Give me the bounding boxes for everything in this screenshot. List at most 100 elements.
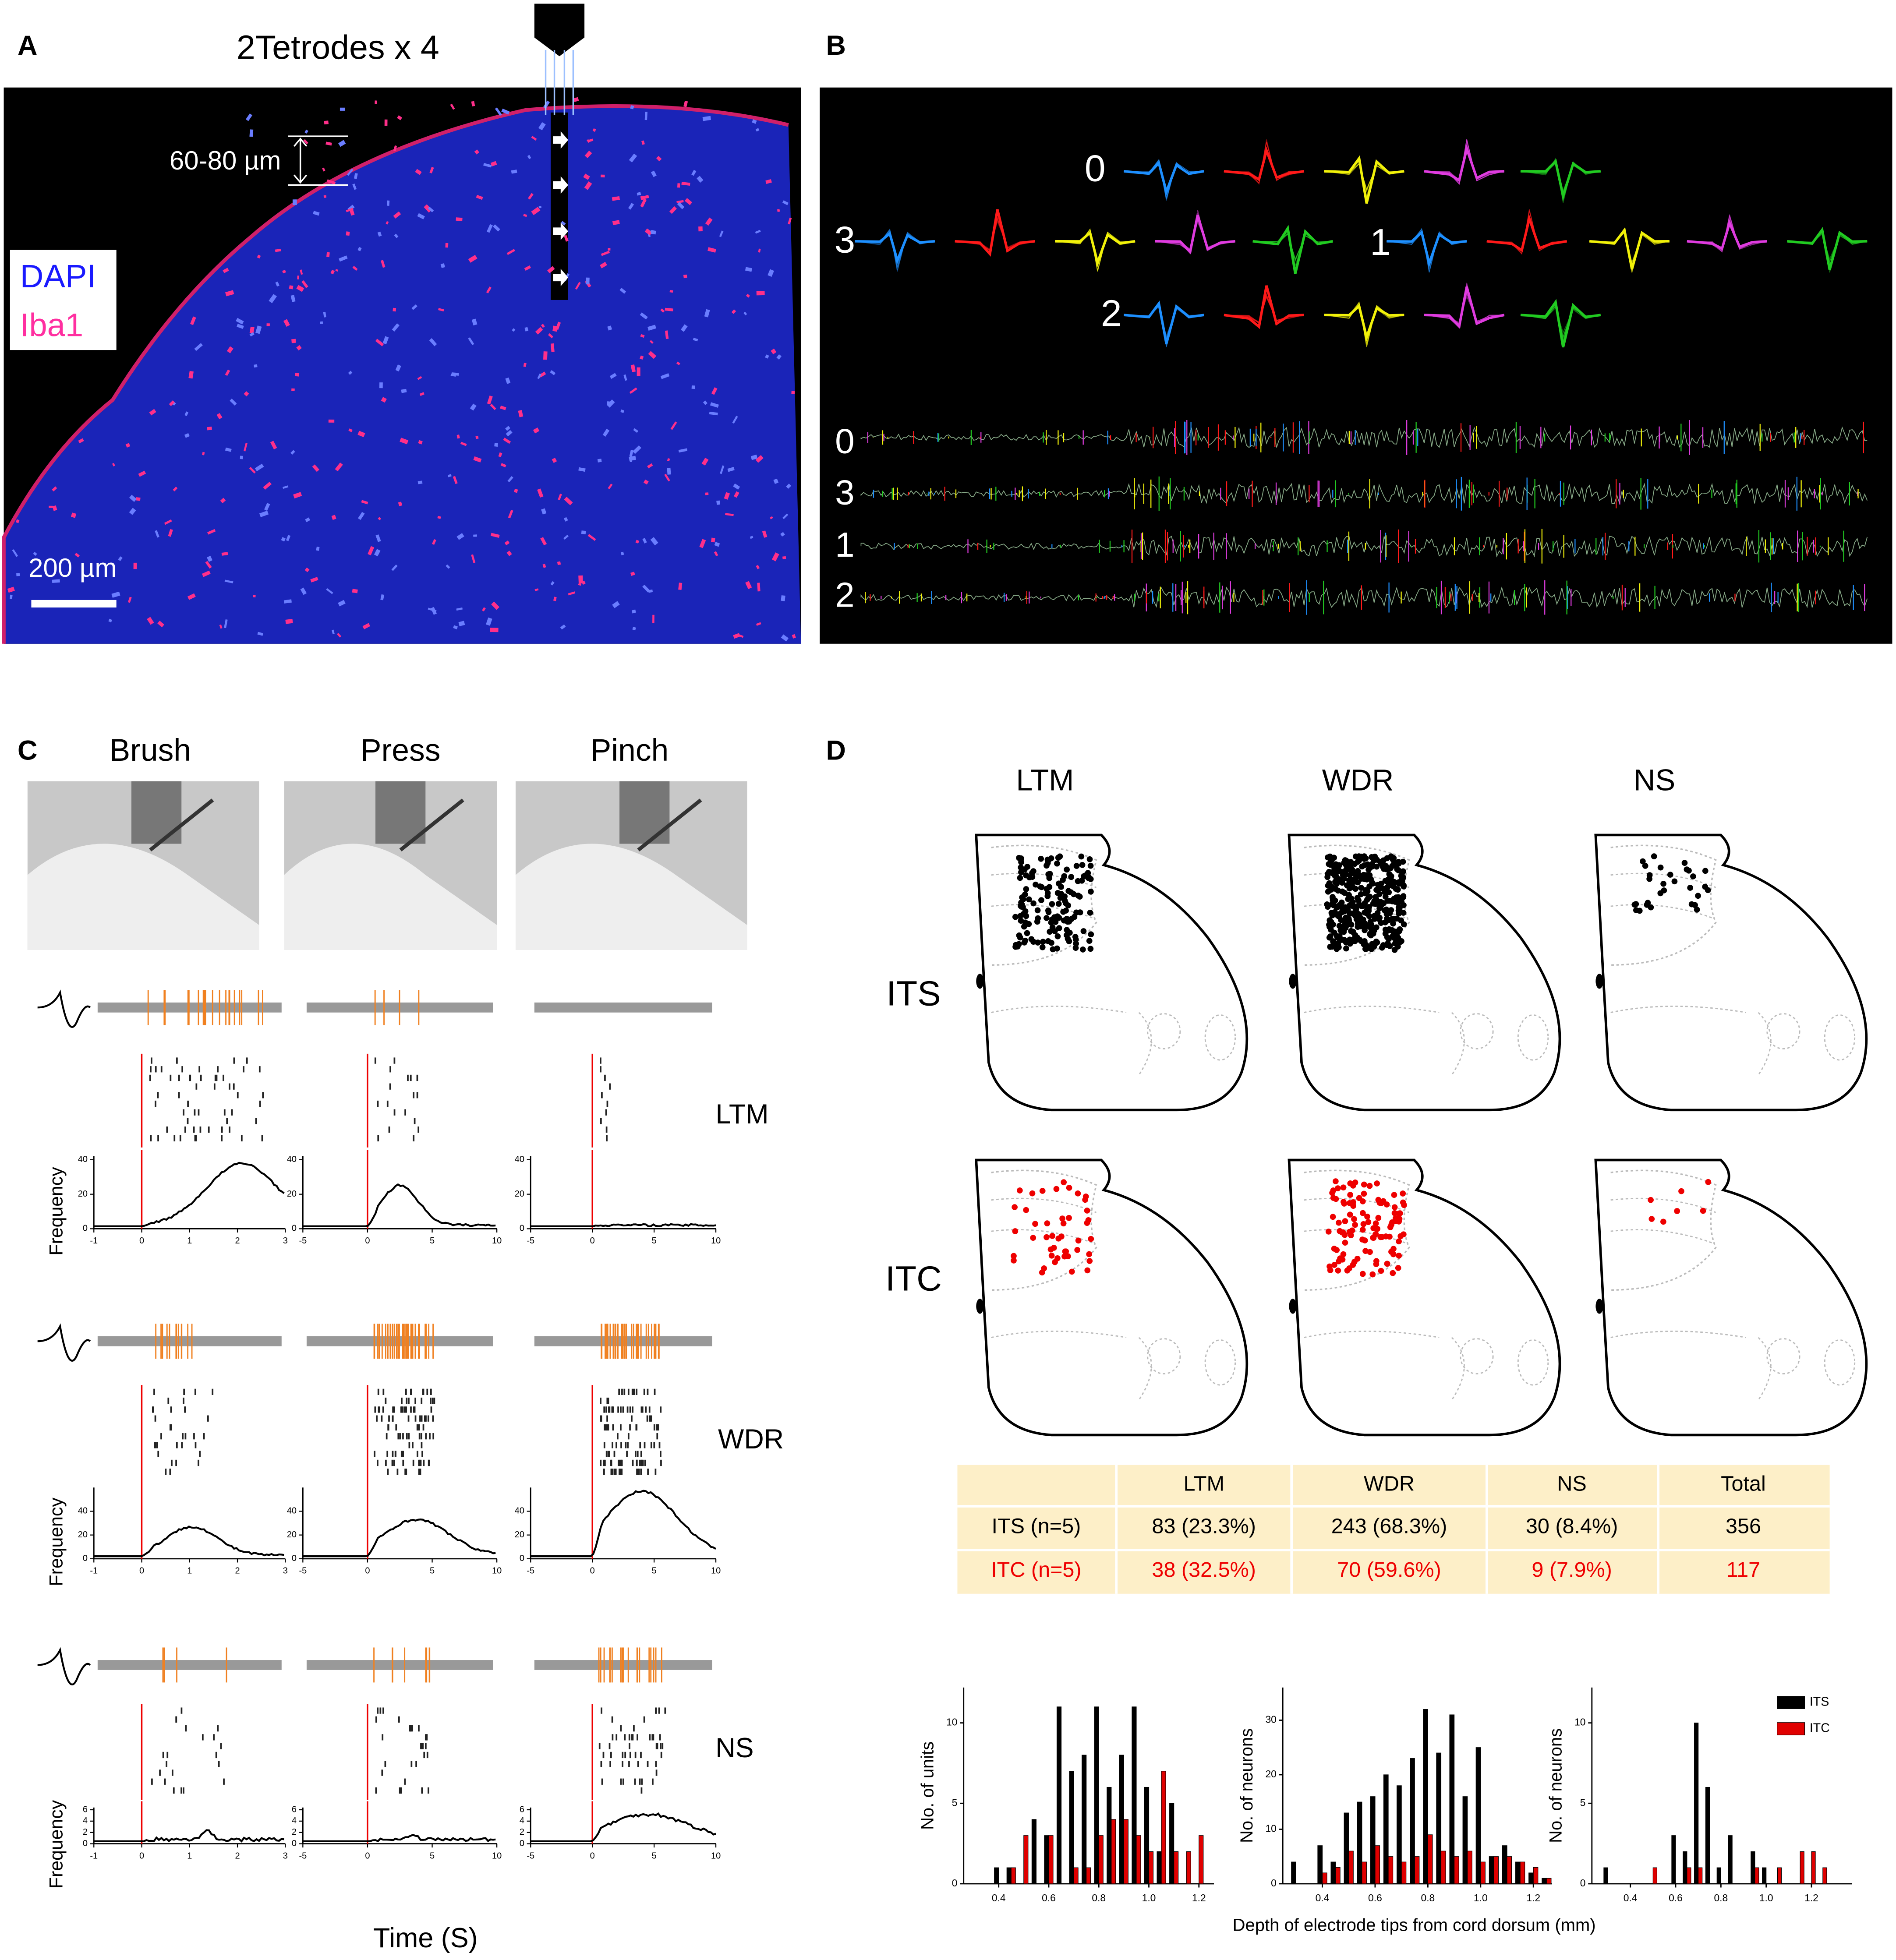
cell [335,462,343,472]
cell [202,452,205,456]
cell [471,318,478,326]
raster-tick [655,1743,658,1749]
neuron-dot [1364,904,1371,911]
y-tick-label: 0 [952,1877,958,1889]
cell [537,488,544,498]
unit-waveform [37,989,91,1028]
bar [1449,1714,1455,1884]
cell [483,163,492,168]
cell [716,500,720,505]
raster-tick [608,1406,611,1413]
scale-bar [31,600,117,608]
cell [501,108,510,115]
raster-tick [396,1469,399,1475]
cell [301,280,308,288]
neuron-dot [1035,915,1041,922]
bar [1011,1867,1016,1884]
raster-tick [155,1100,156,1107]
x-tick-label: -5 [299,1236,307,1246]
cell [326,252,330,258]
waveform [1486,215,1567,252]
cell [651,170,657,177]
trace [860,535,1868,558]
neuron-dot [1072,945,1079,951]
cell [652,614,654,623]
cell [340,107,345,111]
raster-tick [617,1406,619,1413]
y-tick-label: 0 [292,1839,297,1848]
neuron-dot [1068,874,1075,880]
x-tick-label: -5 [299,1851,307,1861]
neuron-dot [1375,882,1381,888]
cell [531,136,537,141]
bar [1119,1755,1124,1884]
cell [533,427,540,434]
raster-tick [218,1761,220,1767]
neuron-dot [1016,932,1022,939]
raster-tick [412,1442,414,1448]
neuron-dot [1350,929,1356,935]
cell [534,588,539,591]
raster-tick [203,1433,205,1440]
cell [384,119,388,126]
neuron-dot [1012,1228,1019,1234]
cell [543,100,550,109]
cell [568,591,576,596]
cell [429,166,434,174]
bar [1698,1867,1703,1884]
y-tick-label: 40 [78,1155,88,1164]
neuron-dot [1086,938,1093,944]
neuron-dot [1061,1179,1067,1186]
raster-tick [388,1415,390,1422]
cell [581,580,586,585]
cell [640,334,645,338]
neuron-dot [1360,1210,1366,1216]
y-tick-label: 20 [287,1189,297,1199]
neuron-dot [1395,908,1402,914]
cell [486,617,492,626]
neuron-dot [1401,1202,1407,1208]
y-tick-label: 10 [1574,1716,1585,1728]
cell [573,97,579,102]
cell [392,323,400,332]
waveform [1324,306,1404,336]
neuron-dot [1332,872,1338,879]
neuron-dot [1330,938,1337,944]
cell [637,192,641,196]
cell [670,421,677,430]
neuron-dot [1660,880,1666,887]
cell [138,470,146,477]
cell [585,277,590,285]
bar [1755,1867,1759,1884]
neuron-dot [1387,1224,1394,1230]
y-tick-label: 4 [83,1816,88,1826]
bar [1322,1872,1327,1884]
cell [495,107,502,116]
table-header: LTM [1183,1472,1224,1495]
cell [500,463,506,468]
raster-tick [629,1424,631,1431]
bar [1716,1867,1721,1884]
raster-tick [406,1398,408,1404]
cell [297,275,300,279]
scale-label: 200 µm [28,553,117,583]
cell [305,517,311,523]
cell [758,248,761,253]
raster-tick [619,1469,621,1475]
raster-tick [246,1057,248,1064]
raster-tick [376,1415,378,1422]
neuron-dot [1359,1271,1366,1277]
cell [216,413,223,420]
cell [338,140,346,147]
cell [223,268,229,273]
cell [656,155,662,162]
cell [253,595,256,597]
cell [352,265,358,271]
cell [731,309,736,314]
raster-tick [410,1761,413,1767]
cell [629,153,637,162]
cell [630,364,636,372]
cell [490,533,500,538]
bar [1388,1856,1394,1884]
x-tick-label: 0.8 [1714,1892,1728,1903]
